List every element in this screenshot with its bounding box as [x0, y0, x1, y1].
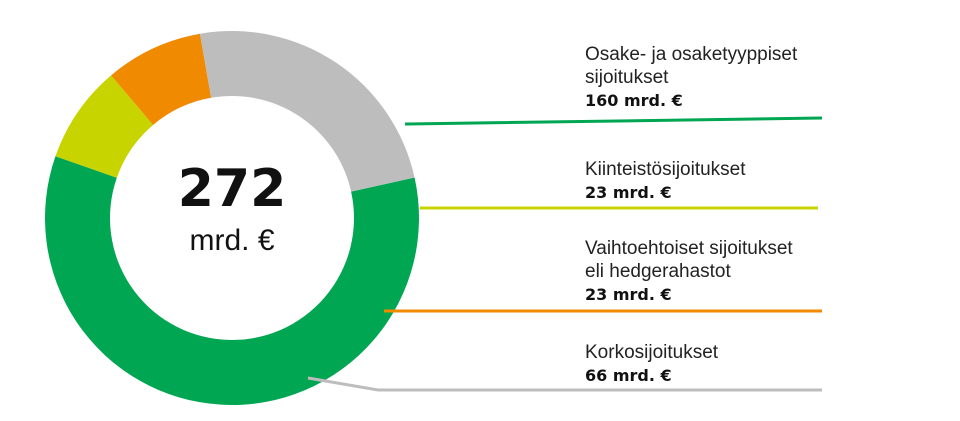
slice-value-2: 23 mrd. €	[585, 183, 672, 202]
leader-line-1	[405, 116, 823, 126]
donut-slice-2	[55, 75, 154, 178]
leader-lines	[307, 116, 823, 392]
slice-value-1: 160 mrd. €	[585, 91, 683, 110]
slice-label-1-line-1: Osake- ja osaketyyppiset	[585, 44, 798, 65]
slice-label-1-line-2: sijoitukset	[585, 67, 669, 88]
leader-line-4	[307, 376, 822, 392]
donut-slice-3	[111, 33, 212, 125]
slice-value-3: 23 mrd. €	[585, 285, 672, 304]
total-unit: mrd. €	[189, 224, 274, 257]
donut-slice-1	[45, 156, 419, 405]
total-value: 272	[178, 159, 287, 219]
slice-label-3-line-1: Vaihtoehtoiset sijoitukset	[585, 238, 793, 259]
slice-label-2-line-1: Kiinteistösijoitukset	[585, 159, 746, 180]
slice-value-4: 66 mrd. €	[585, 366, 672, 385]
donut-slices	[45, 31, 419, 405]
slice-label-3-line-2: eli hedgerahastot	[585, 261, 731, 282]
donut-slice-4	[200, 31, 415, 192]
slice-label-4-line-1: Korkosijoitukset	[585, 342, 719, 363]
